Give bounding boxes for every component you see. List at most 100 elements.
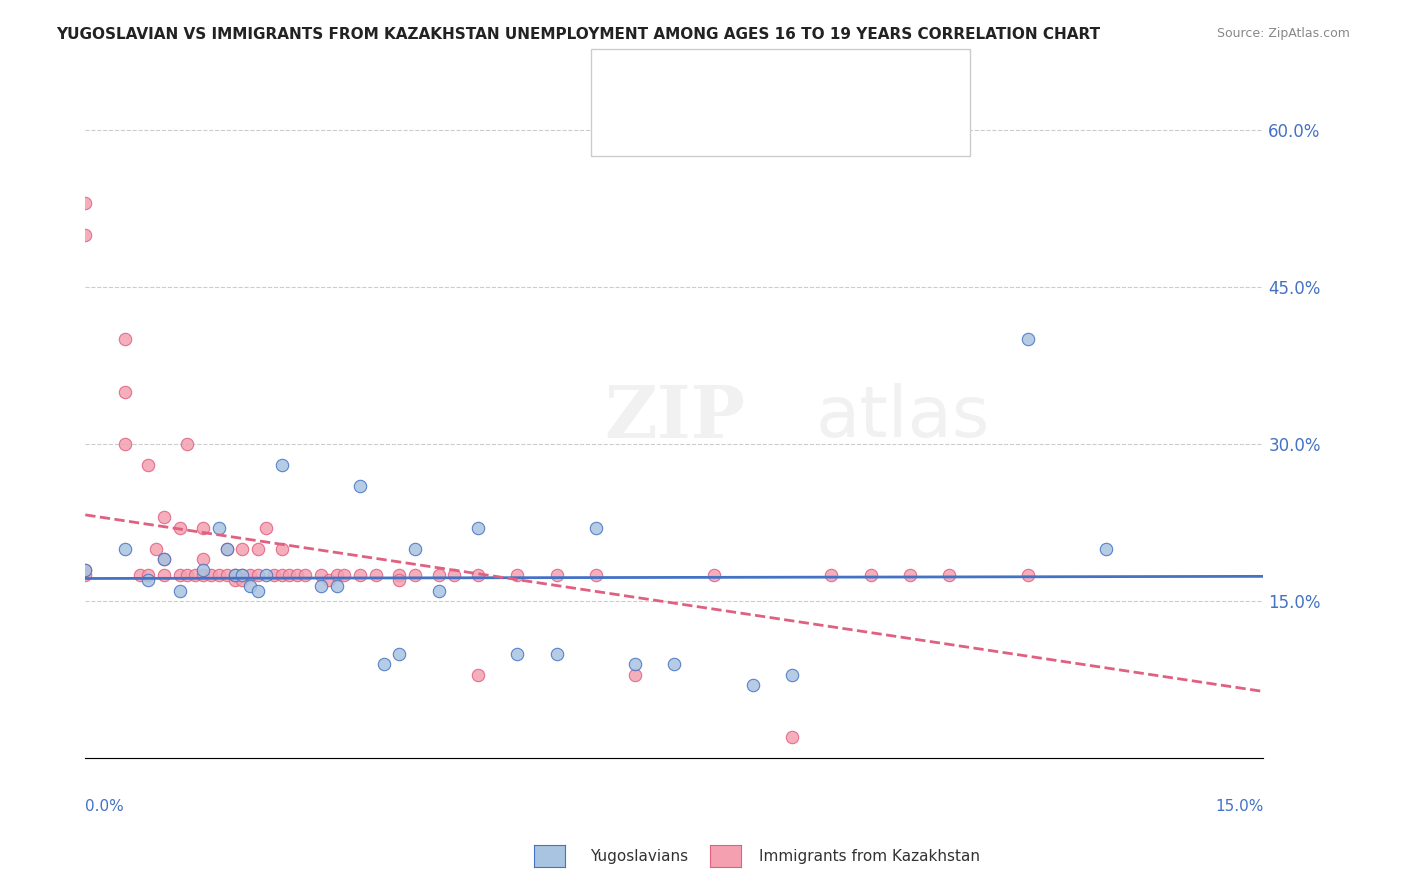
Point	[294, 568, 316, 582]
Text: R = -0.018   N = 65: R = -0.018 N = 65	[657, 112, 807, 126]
Point	[75, 196, 97, 211]
Point	[349, 479, 371, 493]
Point	[191, 563, 214, 577]
Point	[169, 568, 191, 582]
Point	[333, 568, 356, 582]
Text: Immigrants from Kazakhstan: Immigrants from Kazakhstan	[759, 849, 980, 863]
Point	[388, 568, 411, 582]
Point	[247, 583, 270, 598]
Point	[239, 568, 262, 582]
Point	[1095, 541, 1118, 556]
Point	[136, 458, 159, 472]
Text: YUGOSLAVIAN VS IMMIGRANTS FROM KAZAKHSTAN UNEMPLOYMENT AMONG AGES 16 TO 19 YEARS: YUGOSLAVIAN VS IMMIGRANTS FROM KAZAKHSTA…	[56, 27, 1101, 42]
Point	[153, 568, 176, 582]
Point	[388, 574, 411, 588]
Point	[325, 568, 347, 582]
Point	[114, 332, 136, 346]
Point	[388, 647, 411, 661]
Point	[191, 552, 214, 566]
Point	[859, 568, 882, 582]
Point	[75, 227, 97, 242]
Point	[169, 583, 191, 598]
Point	[153, 552, 176, 566]
Point	[239, 578, 262, 592]
Point	[263, 568, 285, 582]
Point	[349, 568, 371, 582]
Point	[585, 521, 607, 535]
Point	[114, 384, 136, 399]
Point	[325, 578, 347, 592]
Point	[1017, 568, 1039, 582]
Point	[506, 647, 529, 661]
Point	[741, 678, 763, 692]
Text: Source: ZipAtlas.com: Source: ZipAtlas.com	[1216, 27, 1350, 40]
Point	[247, 568, 270, 582]
Point	[254, 521, 277, 535]
Point	[820, 568, 842, 582]
Point	[585, 568, 607, 582]
Point	[231, 574, 253, 588]
Point	[75, 563, 97, 577]
Point	[129, 568, 152, 582]
Point	[114, 437, 136, 451]
Point	[404, 541, 426, 556]
Point	[404, 568, 426, 582]
Point	[208, 521, 231, 535]
Point	[467, 568, 489, 582]
Point	[938, 568, 960, 582]
Point	[224, 568, 246, 582]
Text: R =  0.117   N = 31: R = 0.117 N = 31	[657, 78, 806, 92]
Point	[176, 568, 198, 582]
Point	[285, 568, 308, 582]
Point	[270, 541, 292, 556]
Point	[467, 521, 489, 535]
Point	[75, 563, 97, 577]
Point	[200, 568, 222, 582]
Point	[270, 458, 292, 472]
Point	[254, 568, 277, 582]
Point	[136, 574, 159, 588]
Point	[427, 583, 450, 598]
Point	[215, 541, 238, 556]
Point	[145, 541, 167, 556]
Point	[443, 568, 465, 582]
Point	[546, 647, 568, 661]
Point	[224, 568, 246, 582]
Point	[75, 568, 97, 582]
Point	[153, 510, 176, 524]
Point	[467, 667, 489, 681]
Point	[208, 568, 231, 582]
Point	[224, 574, 246, 588]
Point	[184, 568, 207, 582]
Point	[703, 568, 725, 582]
Point	[506, 568, 529, 582]
Text: 15.0%: 15.0%	[1215, 799, 1264, 814]
Point	[215, 541, 238, 556]
Point	[780, 667, 803, 681]
Point	[624, 657, 647, 671]
Point	[191, 568, 214, 582]
Point	[309, 578, 332, 592]
Point	[247, 541, 270, 556]
Point	[546, 568, 568, 582]
Text: 0.0%: 0.0%	[86, 799, 124, 814]
Point	[898, 568, 921, 582]
Point	[153, 552, 176, 566]
Point	[278, 568, 301, 582]
Point	[270, 568, 292, 582]
Point	[364, 568, 387, 582]
Point	[215, 568, 238, 582]
Point	[624, 667, 647, 681]
Point	[191, 521, 214, 535]
Point	[231, 568, 253, 582]
Point	[309, 568, 332, 582]
Point	[114, 541, 136, 556]
Point	[136, 568, 159, 582]
Point	[664, 657, 686, 671]
Point	[1017, 332, 1039, 346]
Point	[231, 568, 253, 582]
Point	[373, 657, 395, 671]
Point	[780, 731, 803, 745]
Point	[169, 521, 191, 535]
Text: atlas: atlas	[815, 384, 990, 452]
